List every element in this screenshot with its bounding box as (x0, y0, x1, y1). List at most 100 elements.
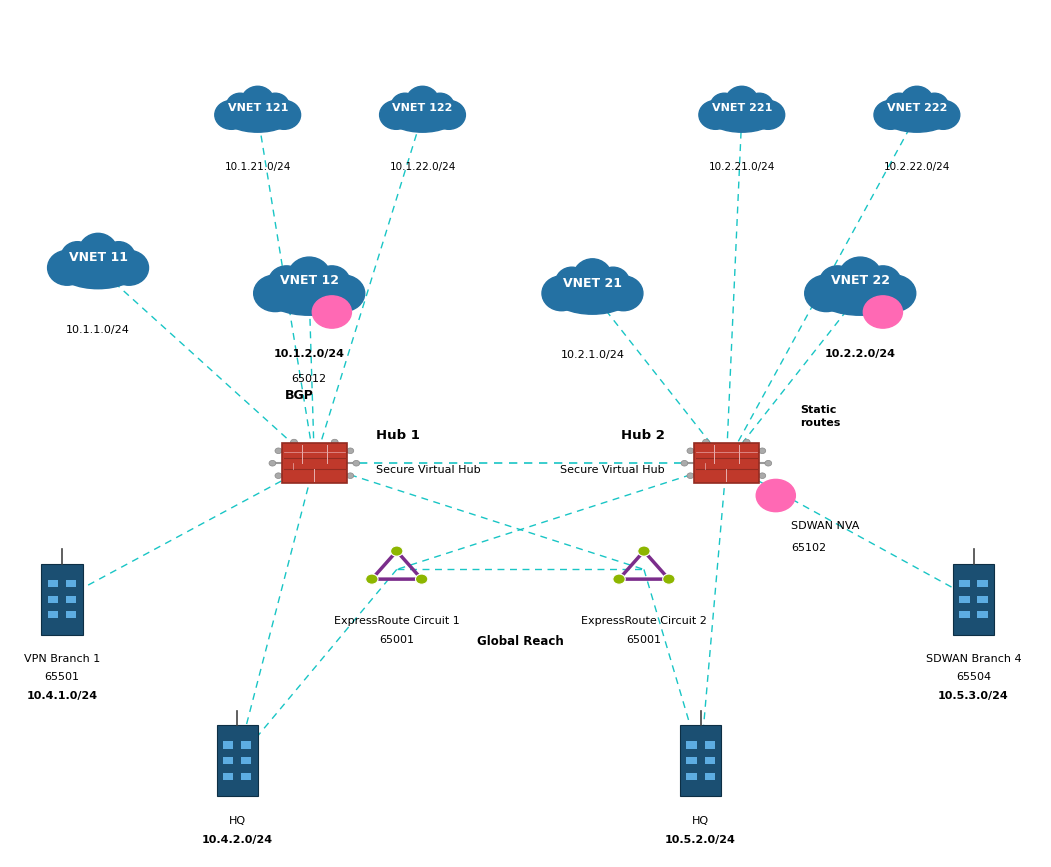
FancyBboxPatch shape (41, 564, 83, 635)
Circle shape (702, 440, 709, 445)
FancyBboxPatch shape (680, 725, 721, 796)
Text: 65012: 65012 (291, 374, 327, 384)
Ellipse shape (921, 94, 948, 119)
Text: 10.5.2.0/24: 10.5.2.0/24 (665, 836, 736, 845)
Ellipse shape (839, 257, 882, 297)
Text: Hub 2: Hub 2 (621, 429, 664, 442)
Text: BGP: BGP (285, 389, 313, 402)
Text: 10.2.1.0/24: 10.2.1.0/24 (560, 350, 624, 360)
Ellipse shape (406, 87, 439, 118)
Text: 10.2.2.0/24: 10.2.2.0/24 (825, 349, 895, 359)
Circle shape (765, 460, 771, 466)
Ellipse shape (865, 266, 901, 299)
Ellipse shape (818, 278, 903, 316)
Circle shape (275, 473, 282, 479)
Ellipse shape (268, 266, 305, 299)
Ellipse shape (820, 266, 856, 299)
Circle shape (269, 460, 275, 466)
Ellipse shape (241, 87, 274, 118)
Text: Static
routes: Static routes (801, 406, 841, 427)
Text: VNET 121: VNET 121 (227, 103, 288, 113)
Ellipse shape (225, 103, 290, 132)
FancyBboxPatch shape (960, 580, 970, 587)
Ellipse shape (597, 267, 630, 298)
Ellipse shape (805, 275, 848, 311)
Ellipse shape (253, 275, 296, 311)
Ellipse shape (554, 279, 631, 314)
FancyBboxPatch shape (686, 741, 697, 748)
FancyBboxPatch shape (686, 772, 697, 779)
Text: 10.5.3.0/24: 10.5.3.0/24 (939, 691, 1009, 701)
Text: VNET 21: VNET 21 (563, 277, 622, 290)
Circle shape (312, 296, 351, 328)
Ellipse shape (379, 101, 413, 129)
Text: Global Reach: Global Reach (477, 635, 563, 648)
Circle shape (613, 574, 625, 584)
Circle shape (391, 546, 403, 557)
Text: VNET 11: VNET 11 (68, 251, 127, 264)
Circle shape (759, 473, 766, 479)
FancyBboxPatch shape (241, 772, 251, 779)
Ellipse shape (262, 94, 289, 119)
Ellipse shape (60, 254, 137, 289)
Text: Secure Virtual Hub: Secure Virtual Hub (376, 465, 480, 475)
Ellipse shape (901, 87, 933, 118)
Text: 10.2.21.0/24: 10.2.21.0/24 (708, 161, 775, 172)
FancyBboxPatch shape (241, 757, 251, 764)
Ellipse shape (214, 101, 248, 129)
FancyBboxPatch shape (48, 596, 58, 603)
Text: 10.1.22.0/24: 10.1.22.0/24 (389, 161, 456, 172)
Text: VNET 122: VNET 122 (392, 103, 453, 113)
FancyBboxPatch shape (704, 757, 715, 764)
FancyBboxPatch shape (282, 443, 347, 483)
FancyBboxPatch shape (66, 611, 76, 618)
Ellipse shape (555, 267, 589, 298)
Text: ExpressRoute Circuit 2: ExpressRoute Circuit 2 (581, 616, 707, 626)
Text: 10.4.1.0/24: 10.4.1.0/24 (26, 691, 98, 701)
Text: 10.2.22.0/24: 10.2.22.0/24 (884, 161, 950, 172)
Ellipse shape (314, 266, 350, 299)
Ellipse shape (267, 278, 352, 316)
Ellipse shape (47, 251, 87, 285)
Ellipse shape (102, 242, 136, 273)
Ellipse shape (288, 257, 331, 297)
Circle shape (415, 574, 428, 584)
Text: VNET 12: VNET 12 (280, 274, 338, 287)
Ellipse shape (542, 276, 581, 310)
Circle shape (743, 440, 750, 445)
Text: SDWAN Branch 4: SDWAN Branch 4 (926, 655, 1022, 664)
FancyBboxPatch shape (960, 596, 970, 603)
Ellipse shape (79, 233, 118, 271)
FancyBboxPatch shape (977, 596, 988, 603)
Text: VNET 22: VNET 22 (830, 274, 890, 287)
Ellipse shape (432, 101, 466, 129)
Ellipse shape (109, 251, 148, 285)
Text: SDWAN NVA: SDWAN NVA (791, 521, 860, 531)
Circle shape (347, 473, 354, 479)
FancyBboxPatch shape (977, 611, 988, 618)
Ellipse shape (745, 94, 774, 119)
Ellipse shape (603, 276, 643, 310)
FancyBboxPatch shape (223, 741, 233, 748)
Circle shape (681, 460, 687, 466)
Ellipse shape (710, 94, 738, 119)
Text: ExpressRoute Circuit 1: ExpressRoute Circuit 1 (334, 616, 459, 626)
Ellipse shape (709, 103, 775, 132)
Circle shape (347, 448, 354, 453)
Circle shape (290, 440, 297, 445)
Circle shape (759, 448, 766, 453)
Ellipse shape (573, 259, 612, 297)
Circle shape (757, 479, 796, 512)
FancyBboxPatch shape (223, 772, 233, 779)
Ellipse shape (927, 101, 960, 129)
Ellipse shape (885, 94, 913, 119)
FancyBboxPatch shape (977, 580, 988, 587)
Ellipse shape (872, 275, 915, 311)
FancyBboxPatch shape (241, 741, 251, 748)
Circle shape (863, 296, 903, 328)
Text: VNET 222: VNET 222 (887, 103, 947, 113)
Text: 65001: 65001 (626, 635, 661, 645)
Text: 65504: 65504 (956, 672, 991, 682)
Text: HQ: HQ (692, 816, 709, 826)
FancyBboxPatch shape (223, 757, 233, 764)
